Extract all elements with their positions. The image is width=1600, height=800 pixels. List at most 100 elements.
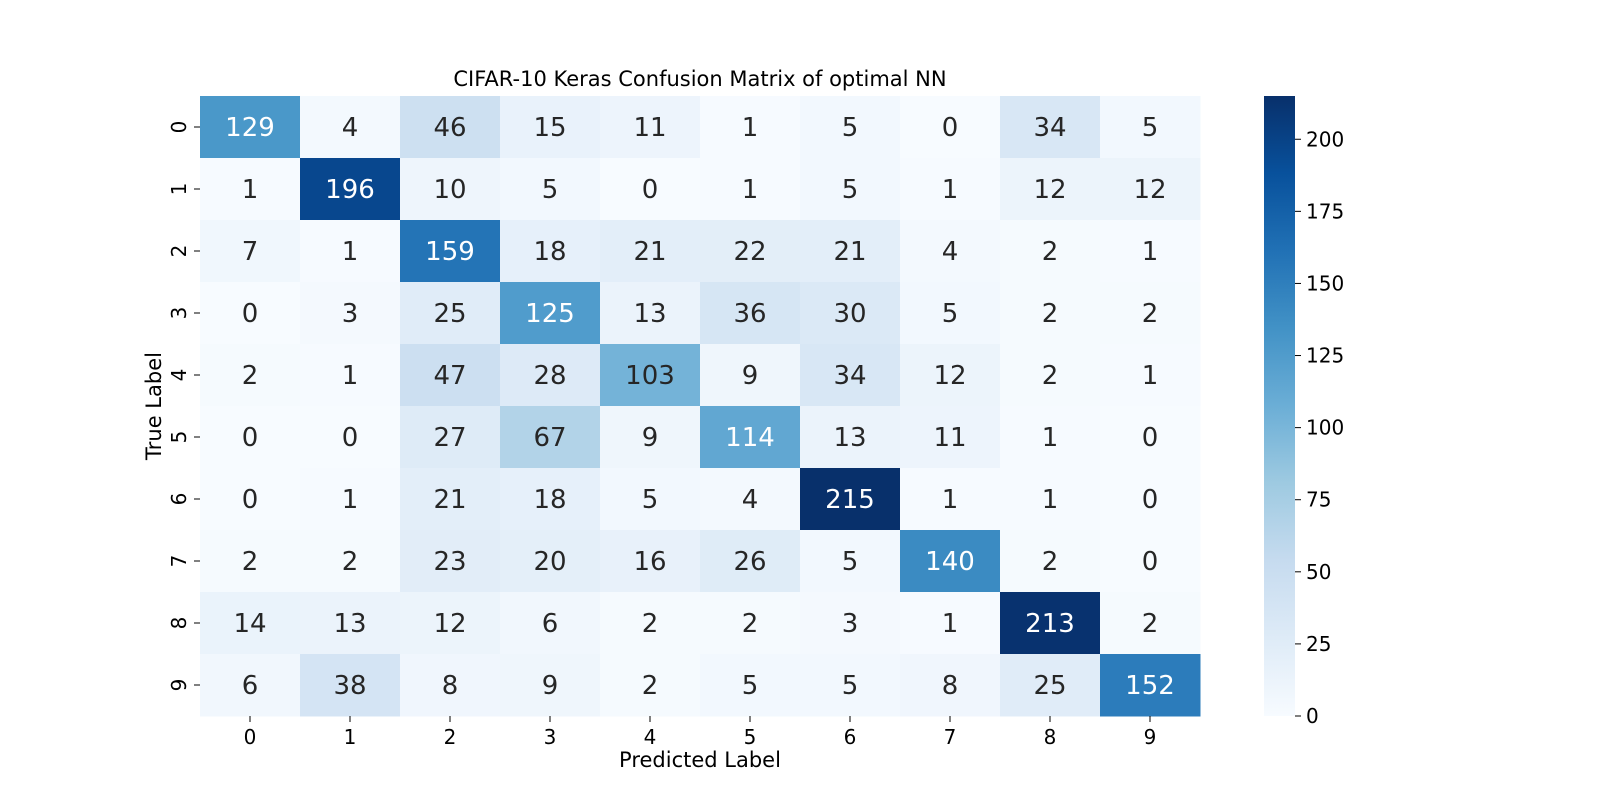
x-tick-label: 3 [544,725,557,749]
heatmap-cell [1100,220,1201,283]
cell-value-label: 1 [242,175,259,205]
cell-value-label: 152 [1125,671,1175,701]
heatmap-cell [1100,282,1201,345]
heatmap-cell [1000,468,1101,531]
heatmap-cell [700,220,801,283]
x-tick-label: 8 [1044,725,1057,749]
heatmap-cell [500,406,601,469]
heatmap-cell [1100,158,1201,221]
cell-value-label: 5 [842,547,859,577]
cell-value-label: 26 [733,547,766,577]
heatmap-cell [800,406,901,469]
colorbar-tick-label: 25 [1306,632,1331,656]
y-tick-label: 1 [167,183,191,196]
cell-value-label: 125 [525,299,575,329]
cell-value-label: 0 [242,485,259,515]
cell-value-label: 13 [633,299,666,329]
y-tick-label: 5 [167,431,191,444]
y-tick-label: 4 [167,369,191,382]
heatmap-cell [800,282,901,345]
heatmap-cell [1100,530,1201,593]
cell-value-label: 1 [1142,361,1159,391]
colorbar-tick-label: 150 [1306,271,1344,295]
colorbar-tick-label: 125 [1306,344,1344,368]
cell-value-label: 1 [1142,237,1159,267]
x-tick-label: 4 [644,725,657,749]
heatmap-cell [200,654,301,717]
cell-value-label: 1 [942,175,959,205]
cell-value-label: 27 [433,423,466,453]
cell-value-label: 9 [642,423,659,453]
cell-value-label: 21 [633,237,666,267]
heatmap-cell [800,96,901,159]
cell-value-label: 5 [1142,113,1159,143]
cell-value-label: 2 [642,671,659,701]
heatmap-cell [900,406,1001,469]
heatmap-cell [600,654,701,717]
cell-value-label: 14 [233,609,266,639]
heatmap-cells: 129 4 46 15 11 1 5 0 34 51 196 10 5 0 1 5 1 12 127 1 159 18 21… [200,96,1201,717]
heatmap-cell [500,282,601,345]
cell-value-label: 2 [242,361,259,391]
heatmap-cell [900,220,1001,283]
heatmap-cell [400,406,501,469]
cell-value-label: 159 [425,237,475,267]
cell-value-label: 0 [242,299,259,329]
cell-value-label: 2 [1142,299,1159,329]
heatmap-cell [800,468,901,531]
heatmap-cell [200,282,301,345]
heatmap-cell [500,530,601,593]
heatmap-cell [600,530,701,593]
cell-value-label: 2 [642,609,659,639]
colorbar-tick-label: 50 [1306,560,1331,584]
cell-value-label: 1 [342,237,359,267]
colorbar-tick-label: 175 [1306,199,1344,223]
cell-value-label: 1 [1042,423,1059,453]
heatmap-cell [800,592,901,655]
cell-value-label: 9 [542,671,559,701]
heatmap-cell [1000,654,1101,717]
cell-value-label: 4 [342,113,359,143]
x-tick-label: 1 [344,725,357,749]
cell-value-label: 12 [933,361,966,391]
heatmap-cell [600,406,701,469]
heatmap-cell [1000,530,1101,593]
cell-value-label: 25 [433,299,466,329]
heatmap-cell [500,96,601,159]
heatmap-cell [700,282,801,345]
cell-value-label: 47 [433,361,466,391]
heatmap-cell [400,468,501,531]
cell-value-label: 0 [1142,423,1159,453]
colorbar: 0 25 50 75 100 125 150 175 200 [1264,96,1344,728]
heatmap-cell [600,592,701,655]
cell-value-label: 11 [933,423,966,453]
heatmap-cell [1000,220,1101,283]
heatmap-cell [1100,468,1201,531]
heatmap-cell [500,592,601,655]
heatmap-cell [1000,592,1101,655]
colorbar-tick-label: 75 [1306,488,1331,512]
heatmap-cell [400,654,501,717]
cell-value-label: 2 [242,547,259,577]
cell-value-label: 46 [433,113,466,143]
y-tick-label: 0 [167,121,191,134]
heatmap-cell [400,592,501,655]
heatmap-cell [400,344,501,407]
heatmap-cell [900,592,1001,655]
y-axis-label: True Label [142,352,166,461]
y-tick-label: 7 [167,555,191,568]
heatmap-cell [1100,406,1201,469]
cell-value-label: 2 [342,547,359,577]
cell-value-label: 12 [1133,175,1166,205]
heatmap-cell [200,158,301,221]
heatmap-cell [500,654,601,717]
heatmap-cell [600,282,701,345]
y-tick-label: 3 [167,307,191,320]
heatmap-cell [700,654,801,717]
x-tick-label: 6 [844,725,857,749]
heatmap-cell [900,344,1001,407]
colorbar-tick-label: 0 [1306,704,1319,728]
heatmap-cell [1100,592,1201,655]
cell-value-label: 0 [342,423,359,453]
